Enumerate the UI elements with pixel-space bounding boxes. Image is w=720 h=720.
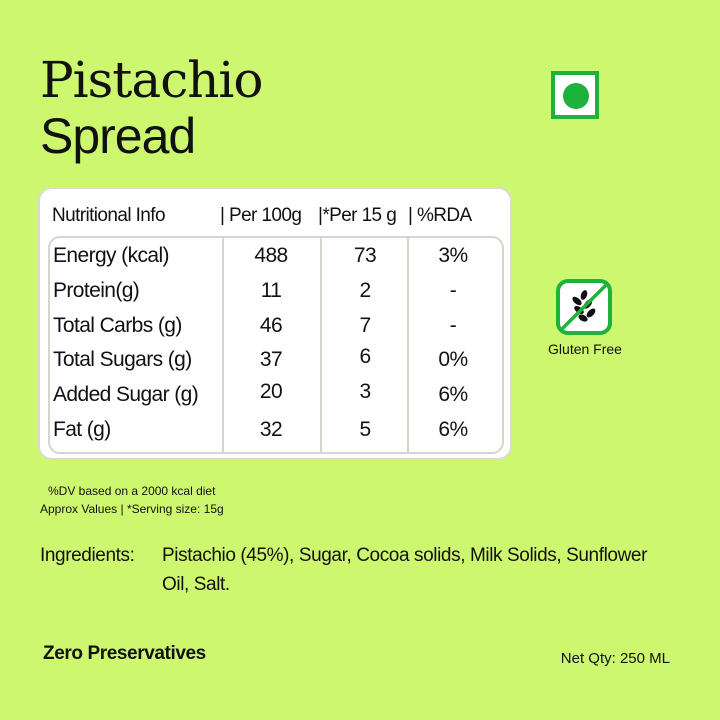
- zero-preservatives-claim: Zero Preservatives: [43, 643, 206, 664]
- header-nutritional-info: Nutritional Info: [52, 205, 166, 226]
- product-title: Pistachio Spread: [40, 52, 263, 164]
- per15-value: 5: [359, 418, 371, 441]
- title-line-2: Spread: [40, 108, 196, 164]
- rda-value: -: [449, 279, 457, 302]
- nutrition-body: Energy (kcal) 488 73 3% Protein(g) 11 2 …: [48, 236, 504, 454]
- nutrient-name: Total Carbs (g): [53, 314, 182, 337]
- rda-value: 3%: [438, 244, 468, 267]
- rda-value: 6%: [438, 383, 468, 406]
- nutrient-name: Protein(g): [53, 279, 140, 302]
- table-row: Added Sugar (g) 20 3 6%: [50, 380, 502, 417]
- table-row: Total Carbs (g) 46 7 -: [50, 314, 502, 348]
- nutrient-name: Fat (g): [53, 418, 111, 441]
- ingredients-label: Ingredients:: [40, 545, 135, 566]
- nutrient-name: Added Sugar (g): [53, 383, 199, 406]
- header-per-15g: |*Per 15 g: [318, 205, 397, 226]
- rda-value: 6%: [438, 418, 468, 441]
- nutrition-notes: %DV based on a 2000 kcal diet Approx Val…: [40, 482, 224, 518]
- gluten-free-label: Gluten Free: [548, 341, 622, 357]
- rda-value: 0%: [438, 348, 468, 371]
- header-per-100g: | Per 100g: [220, 205, 302, 226]
- per100-value: 20: [259, 380, 283, 403]
- per100-value: 46: [259, 314, 283, 337]
- per15-value: 7: [359, 314, 371, 337]
- divider: [407, 238, 409, 452]
- per15-value: 2: [359, 279, 371, 302]
- title-line-1: Pistachio: [40, 51, 263, 109]
- serving-note: Approx Values | *Serving size: 15g: [40, 502, 224, 516]
- per100-value: 488: [254, 244, 288, 267]
- per100-value: 11: [260, 279, 282, 302]
- per15-value: 6: [359, 345, 371, 368]
- nutrient-name: Energy (kcal): [53, 244, 170, 267]
- per15-value: 3: [359, 380, 371, 403]
- per15-value: 73: [353, 244, 377, 267]
- nutrient-name: Total Sugars (g): [53, 348, 192, 371]
- dv-note: %DV based on a 2000 kcal diet: [48, 484, 216, 498]
- table-row: Energy (kcal) 488 73 3%: [50, 244, 502, 278]
- no-wheat-icon: [556, 279, 612, 335]
- table-row: Fat (g) 32 5 6%: [50, 418, 502, 452]
- per100-value: 37: [259, 348, 283, 371]
- net-quantity: Net Qty: 250 ML: [560, 650, 670, 667]
- nutrition-table: Nutritional Info | Per 100g |*Per 15 g |…: [38, 187, 512, 460]
- ingredients-text: Pistachio (45%), Sugar, Cocoa solids, Mi…: [162, 545, 648, 595]
- header-rda: | %RDA: [408, 205, 472, 226]
- rda-value: -: [449, 314, 457, 337]
- divider: [320, 238, 322, 452]
- table-row: Total Sugars (g) 37 6 0%: [50, 345, 502, 382]
- veg-mark-icon: [551, 71, 599, 119]
- per100-value: 32: [259, 418, 283, 441]
- table-row: Protein(g) 11 2 -: [50, 279, 502, 313]
- divider: [222, 238, 224, 452]
